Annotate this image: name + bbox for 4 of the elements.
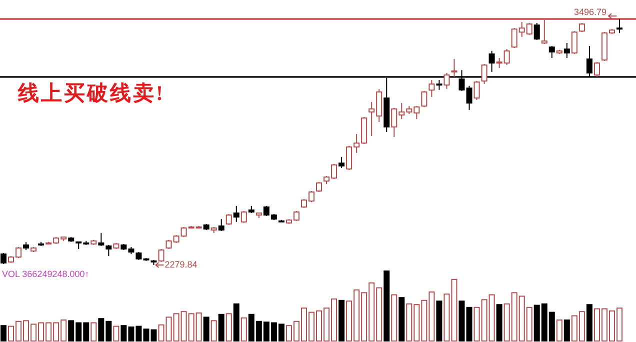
annotation: 3496.79 [574,7,606,17]
annotation: 2279.84 [164,259,198,270]
chart-title: VOL 366249248.000↑ [2,269,90,279]
text: 线上买破线卖! [17,81,165,105]
